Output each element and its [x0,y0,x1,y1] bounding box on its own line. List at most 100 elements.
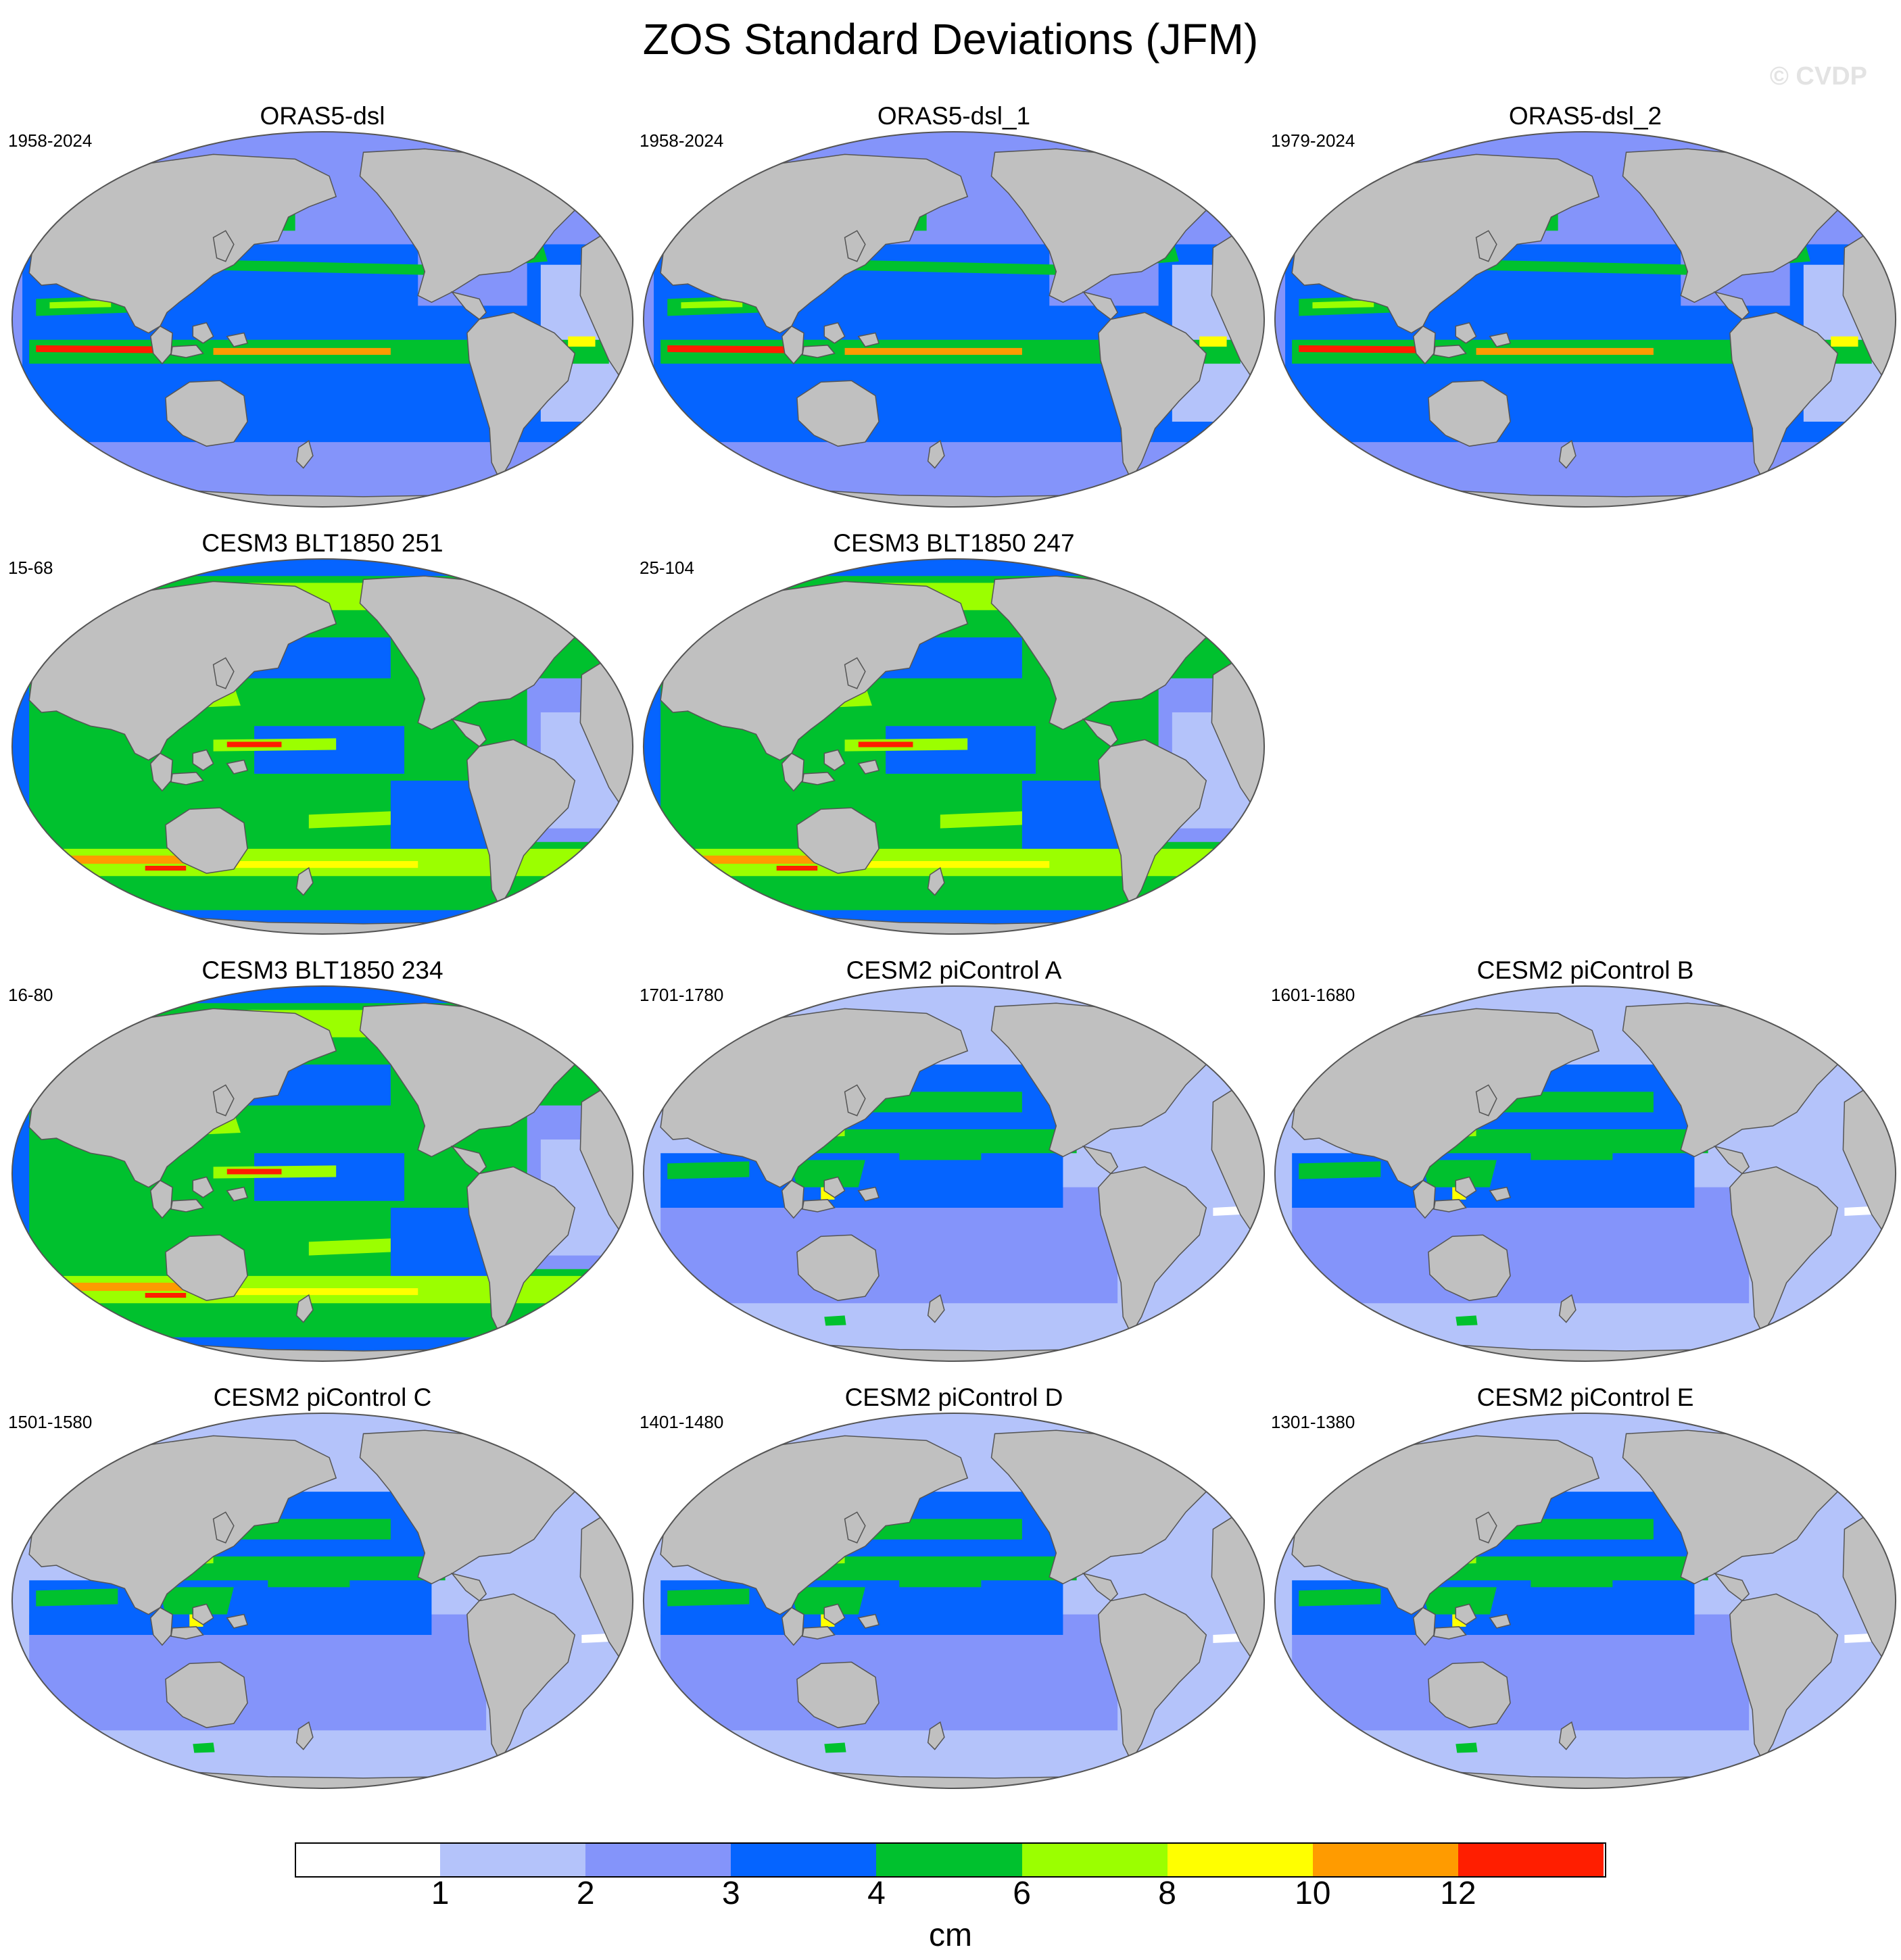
colorbar-tick-label: 10 [1295,1876,1331,1911]
land-mass [1433,1626,1467,1640]
land-mass [1729,1166,1839,1336]
land-mass [844,1084,866,1117]
field-region [1428,1556,1708,1581]
panel-period: 1401-1480 [640,1412,724,1432]
colorbar-swatch [876,1842,1022,1878]
field-region [1455,1742,1478,1753]
land-mass [857,759,880,775]
map-panel: CESM3 BLT1850 251 15-68 [8,529,637,935]
map-panel: CESM2 piControl C 1501-1580 [8,1383,637,1789]
land-mass [212,657,235,689]
field-region [776,866,818,871]
field-region [899,1150,982,1160]
land-mass [802,1199,836,1212]
panel-period: 1958-2024 [640,130,724,151]
land-mass [660,1435,969,1615]
field-region [1299,1161,1381,1179]
land-mass [1291,1435,1600,1615]
land-mass [466,1166,576,1336]
land-mass [192,1176,214,1198]
land-mass [466,739,576,908]
land-mass [1729,1593,1839,1763]
field-region [1213,1633,1241,1644]
land-mass [927,439,945,469]
land-mass [857,1186,880,1202]
land-mass [1475,230,1497,262]
field-region [145,866,187,871]
robinson-map [11,558,634,935]
land-mass [1729,312,1839,481]
land-mass [212,1511,235,1544]
land-mass [660,153,969,334]
robinson-map [11,1413,634,1789]
map-outline [11,1413,634,1789]
land-mass [857,1613,880,1629]
land-mass [1455,1176,1477,1198]
field-region [899,1577,982,1588]
robinson-map [1274,131,1897,508]
land-mass [1713,1572,1750,1602]
land-mass [450,718,487,748]
land-mass [212,230,235,262]
field-region [1199,336,1227,347]
field-region [1299,345,1449,353]
field-region [790,1587,865,1615]
land-mass [466,1593,576,1763]
field-region [796,1129,1077,1154]
land-mass [28,1008,337,1188]
land-mass [1475,1511,1497,1544]
land-mass [149,752,173,792]
field-region [308,811,391,829]
land-mass [539,1006,603,1048]
land-mass [539,579,603,621]
field-region [858,741,913,748]
colorbar-swatch [585,1842,731,1878]
map-outline [642,1413,1266,1789]
land-mass [1291,1008,1600,1188]
field-region [1455,1315,1478,1326]
field-region [1360,1315,1382,1325]
land-mass [1558,1721,1577,1750]
field-region [1531,1150,1613,1160]
panel-period: 15-68 [8,558,53,578]
field-region [1312,300,1374,309]
land-mass [1489,1613,1511,1629]
field-region [844,347,1022,355]
field-region [213,347,391,355]
land-mass [28,1435,337,1615]
field-region [824,1742,846,1753]
land-mass [466,312,576,481]
field-region [158,1587,234,1615]
land-mass [170,1626,204,1640]
land-mass [1098,1166,1207,1336]
field-region [1844,1633,1872,1644]
map-outline [1274,131,1897,508]
colorbar-swatch [1312,1842,1458,1878]
field-region [858,861,1050,868]
robinson-map [1274,1413,1897,1789]
land-mass [1802,151,1866,194]
colorbar-swatch [440,1842,586,1878]
land-mass [226,759,248,775]
land-mass [149,1607,173,1646]
field-region [390,1207,500,1297]
land-mass [226,1613,248,1629]
land-mass [796,1234,880,1301]
colorbar-swatch [295,1842,441,1878]
map-outline [642,985,1266,1362]
robinson-map [642,558,1266,935]
field-region [308,1238,391,1256]
land-mass [226,1186,248,1202]
panel-period: 1501-1580 [8,1412,93,1432]
land-mass [1475,1084,1497,1117]
map-panel: CESM3 BLT1850 247 25-104 [640,529,1268,935]
field-region [1292,1614,1750,1731]
map-panel: ORAS5-dsl_2 1979-2024 [1271,101,1900,508]
field-region [568,336,596,347]
panel-period: 1979-2024 [1271,130,1355,151]
land-mass [165,1234,248,1301]
land-mass [170,772,204,785]
map-outline [11,131,634,508]
land-mass [1455,1603,1477,1625]
map-panel: CESM2 piControl B 1601-1680 [1271,956,1900,1362]
